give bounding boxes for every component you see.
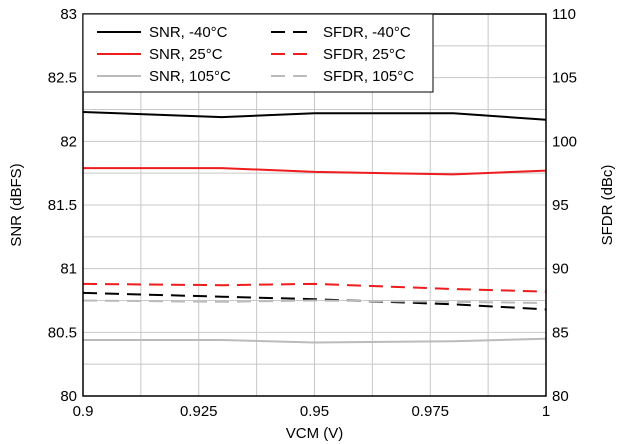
y-right-tick-label: 100 [552,133,577,150]
series-layer [82,111,547,344]
legend: SNR, -40°C SFDR, -40°C SNR, 25°C SFDR, 25°C… [82,13,434,93]
y-right-tick-label: 105 [552,70,577,87]
y-right-tick-label: 80 [552,388,569,405]
legend-label: SFDR, 105°C [323,68,414,85]
legend-label: SFDR, -40°C [323,24,411,41]
legend-label: SNR, -40°C [149,24,228,41]
x-tick-label: 0.925 [180,403,218,420]
y-left-tick-label: 80 [60,388,77,405]
legend-box [82,13,434,93]
legend-label: SNR, 105°C [149,68,231,85]
y-left-tick-label: 82 [60,133,77,150]
y-left-tick-label: 83 [60,6,77,23]
series-line-4 [82,282,547,293]
x-axis-label: VCM (V) [286,425,344,442]
series-line-6 [82,299,547,304]
y-right-tick-label: 110 [552,6,576,23]
series-line-1 [82,111,547,121]
series-line-2 [82,291,547,311]
legend-label: SNR, 25°C [149,46,223,63]
series-line-3 [83,167,547,176]
legend-label: SFDR, 25°C [323,46,406,63]
y-left-tick-label: 82.5 [48,70,77,87]
y-right-tick-label: 95 [552,197,569,214]
x-tick-label: 0.975 [411,403,449,420]
y-right-tick-label: 85 [552,324,569,341]
ticks-layer: 0.9 0.925 0.95 0.975 18080.58181.58282.58380… [48,6,577,420]
x-tick-label: 1 [542,403,550,420]
y-left-tick-label: 80.5 [48,324,77,341]
series-line-5 [83,337,547,344]
x-tick-label: 0.95 [300,403,329,420]
y-axis-left-label: SNR (dBFS) [8,163,25,246]
x-tick-label: 0.9 [73,403,94,420]
y-left-tick-label: 81 [60,261,77,278]
y-axis-right-label: SFDR (dBc) [599,165,616,246]
y-left-tick-label: 81.5 [48,197,77,214]
y-right-tick-label: 90 [552,261,569,278]
